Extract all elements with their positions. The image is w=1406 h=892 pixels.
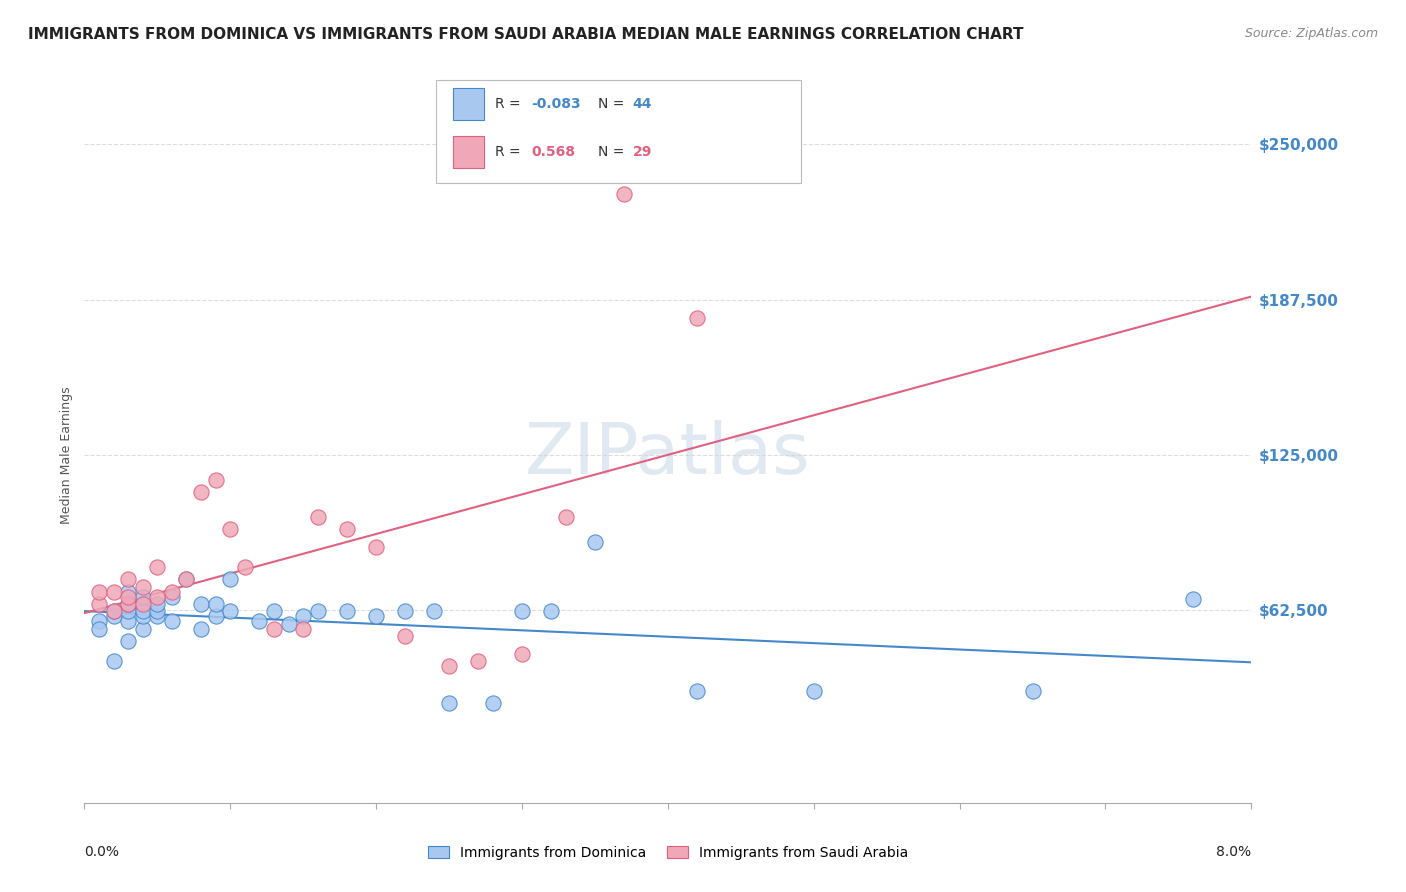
Point	[132, 590, 155, 604]
Point	[176, 572, 198, 586]
Point	[146, 590, 169, 604]
Point	[233, 559, 256, 574]
Point	[204, 473, 226, 487]
Text: 29: 29	[633, 145, 652, 159]
Point	[146, 609, 169, 624]
Point	[190, 485, 212, 500]
Point	[103, 584, 125, 599]
Point	[292, 622, 315, 636]
Legend: Immigrants from Dominica, Immigrants from Saudi Arabia: Immigrants from Dominica, Immigrants fro…	[422, 840, 914, 865]
Text: -0.083: -0.083	[531, 96, 581, 111]
Point	[686, 684, 709, 698]
Point	[87, 622, 110, 636]
Point	[583, 534, 606, 549]
Point	[481, 697, 505, 711]
Point	[336, 605, 359, 619]
Point	[437, 697, 460, 711]
Point	[437, 659, 460, 673]
Point	[87, 584, 110, 599]
Point	[160, 615, 183, 629]
Point	[117, 605, 139, 619]
Point	[1181, 592, 1204, 607]
Point	[1021, 684, 1043, 698]
Text: IMMIGRANTS FROM DOMINICA VS IMMIGRANTS FROM SAUDI ARABIA MEDIAN MALE EARNINGS CO: IMMIGRANTS FROM DOMINICA VS IMMIGRANTS F…	[28, 27, 1024, 42]
Point	[277, 616, 299, 631]
Point	[366, 540, 388, 554]
Point	[146, 605, 169, 619]
Text: 0.568: 0.568	[531, 145, 575, 159]
Point	[510, 647, 533, 661]
Point	[394, 629, 416, 643]
Point	[132, 580, 155, 594]
Point	[467, 654, 489, 668]
Point	[146, 559, 169, 574]
Point	[176, 572, 198, 586]
Point	[160, 584, 183, 599]
Point	[190, 597, 212, 611]
Point	[307, 605, 329, 619]
Point	[366, 609, 388, 624]
Point	[103, 605, 125, 619]
Point	[803, 684, 825, 698]
Text: 44: 44	[633, 96, 652, 111]
Point	[117, 584, 139, 599]
Point	[87, 597, 110, 611]
Point	[613, 187, 636, 202]
Point	[87, 615, 110, 629]
Point	[336, 523, 359, 537]
Point	[510, 605, 533, 619]
Point	[132, 622, 155, 636]
Point	[307, 510, 329, 524]
Text: N =: N =	[598, 96, 628, 111]
Point	[219, 605, 242, 619]
Point	[117, 615, 139, 629]
Point	[132, 597, 155, 611]
Point	[394, 605, 416, 619]
Point	[117, 597, 139, 611]
Y-axis label: Median Male Earnings: Median Male Earnings	[60, 386, 73, 524]
Point	[132, 605, 155, 619]
Point	[160, 590, 183, 604]
Text: 0.0%: 0.0%	[84, 845, 120, 858]
Point	[117, 634, 139, 648]
Point	[190, 622, 212, 636]
Point	[103, 654, 125, 668]
Text: R =: R =	[495, 145, 529, 159]
Point	[132, 609, 155, 624]
Point	[103, 605, 125, 619]
Point	[146, 597, 169, 611]
Text: 8.0%: 8.0%	[1216, 845, 1251, 858]
Point	[204, 609, 226, 624]
Text: ZIPatlas: ZIPatlas	[524, 420, 811, 490]
Point	[540, 605, 562, 619]
Point	[117, 590, 139, 604]
Point	[219, 572, 242, 586]
Point	[263, 622, 285, 636]
Point	[263, 605, 285, 619]
Point	[103, 609, 125, 624]
Point	[423, 605, 446, 619]
Text: N =: N =	[598, 145, 628, 159]
Text: Source: ZipAtlas.com: Source: ZipAtlas.com	[1244, 27, 1378, 40]
Point	[204, 597, 226, 611]
Point	[249, 615, 271, 629]
Point	[686, 311, 709, 326]
Point	[117, 597, 139, 611]
Point	[117, 572, 139, 586]
Text: R =: R =	[495, 96, 524, 111]
Point	[292, 609, 315, 624]
Point	[219, 523, 242, 537]
Point	[554, 510, 576, 524]
